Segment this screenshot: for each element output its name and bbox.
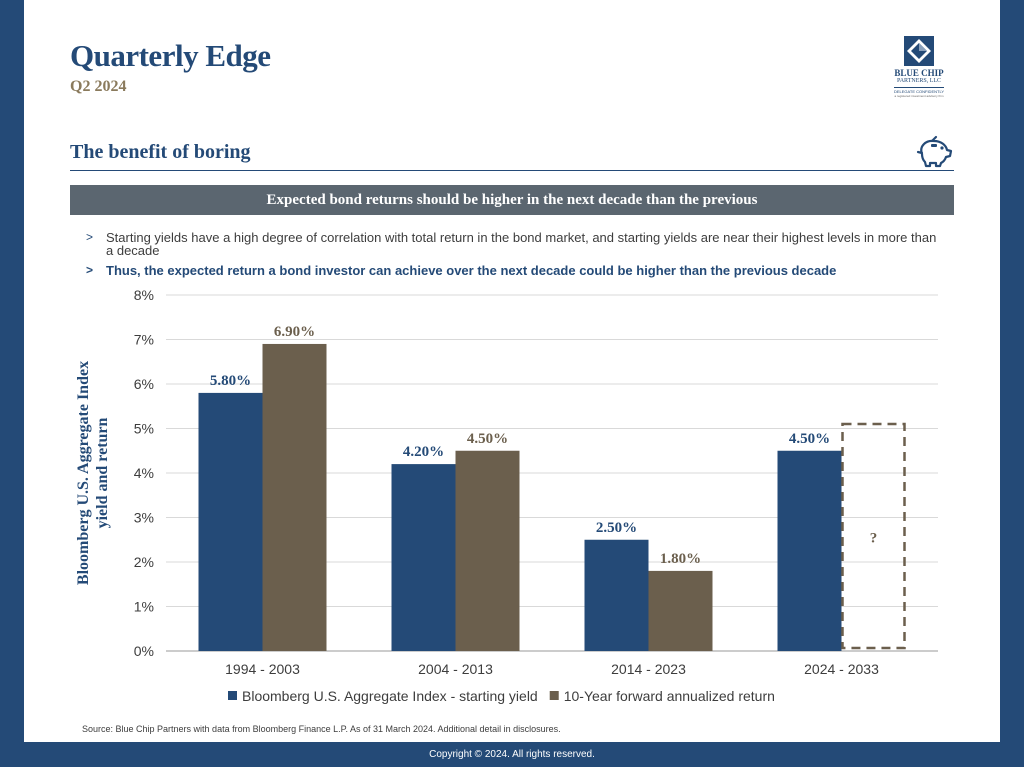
logo-mark-icon bbox=[904, 36, 934, 66]
data-label: 6.90% bbox=[274, 324, 315, 340]
y-tick-label: 4% bbox=[134, 465, 154, 481]
data-label: 4.50% bbox=[467, 431, 508, 447]
y-tick-label: 1% bbox=[134, 599, 154, 615]
chart-bar bbox=[455, 450, 520, 651]
section-title: The benefit of boring bbox=[70, 141, 251, 163]
x-tick-label: 2004 - 2013 bbox=[418, 661, 493, 677]
legend-swatch bbox=[549, 691, 559, 700]
logo-name-line1: BLUE CHIP bbox=[894, 68, 944, 78]
page-title: Quarterly Edge bbox=[70, 38, 271, 73]
bullet-text: Thus, the expected return a bond investo… bbox=[106, 263, 837, 278]
bullet-text: Starting yields have a high degree of co… bbox=[106, 230, 937, 258]
data-label: 4.20% bbox=[403, 444, 444, 460]
unknown-return-label: ? bbox=[870, 531, 878, 547]
y-tick-label: 7% bbox=[134, 332, 154, 348]
right-accent-bar bbox=[1000, 0, 1024, 767]
x-tick-label: 1994 - 2003 bbox=[225, 661, 300, 677]
headline-banner: Expected bond returns should be higher i… bbox=[70, 185, 954, 215]
y-tick-label: 8% bbox=[134, 287, 154, 303]
y-axis-label: Bloomberg U.S. Aggregate Index yield and … bbox=[75, 361, 111, 585]
bond-returns-bar-chart: 0% 1% 2% 3% 4% 5% 6% 7% 8% Bloomberg U.S. Aggrega… bbox=[75, 287, 938, 704]
chevron-right-icon: > bbox=[86, 230, 94, 244]
company-logo: BLUE CHIP PARTNERS, LLC DELEGATE CONFIDE… bbox=[884, 36, 954, 98]
logo-name-line2: PARTNERS, LLC bbox=[896, 78, 942, 84]
legend-swatch bbox=[228, 691, 237, 700]
data-label: 2.50% bbox=[596, 520, 637, 536]
x-tick-label: 2014 - 2023 bbox=[611, 661, 686, 677]
chart-bar bbox=[584, 539, 649, 651]
data-label: 4.50% bbox=[789, 431, 830, 447]
legend-label: 10-Year forward annualized return bbox=[564, 688, 775, 704]
source-note: Source: Blue Chip Partners with data fro… bbox=[82, 724, 561, 734]
unknown-return-placeholder bbox=[841, 422, 906, 650]
chart-bar bbox=[777, 450, 842, 651]
y-tick-label: 2% bbox=[134, 554, 154, 570]
chart-bar bbox=[648, 570, 713, 651]
bullet-list: > Starting yields have a high degree of … bbox=[86, 231, 946, 284]
logo-divider bbox=[894, 87, 944, 88]
logo-tagline: DELEGATE CONFIDENTLY bbox=[893, 89, 945, 94]
bullet-item: > Starting yields have a high degree of … bbox=[86, 230, 946, 258]
y-tick-label: 3% bbox=[134, 510, 154, 526]
logo-fine-print: a registered investment advisory firm bbox=[894, 94, 944, 98]
copyright-text: Copyright © 2024. All rights reserved. bbox=[429, 749, 595, 760]
y-tick-label: 6% bbox=[134, 376, 154, 392]
piggy-bank-icon bbox=[914, 134, 954, 168]
data-label: 1.80% bbox=[660, 551, 701, 567]
bullet-item: > Thus, the expected return a bond inves… bbox=[86, 263, 946, 278]
chevron-right-icon: > bbox=[86, 263, 94, 277]
left-accent-bar bbox=[0, 0, 24, 767]
chart-bar bbox=[262, 343, 327, 651]
page-subtitle: Q2 2024 bbox=[70, 78, 127, 95]
y-tick-label: 0% bbox=[134, 643, 154, 659]
section-divider bbox=[70, 170, 954, 171]
legend-label: Bloomberg U.S. Aggregate Index - startin… bbox=[242, 688, 538, 704]
chart-bar bbox=[391, 464, 456, 651]
y-tick-label: 5% bbox=[134, 421, 154, 437]
footer-band: Copyright © 2024. All rights reserved. bbox=[0, 742, 1024, 767]
y-axis-label-line: Bloomberg U.S. Aggregate Index bbox=[75, 361, 92, 585]
data-label: 5.80% bbox=[210, 373, 251, 389]
x-tick-label: 2024 - 2033 bbox=[804, 661, 879, 677]
y-axis-label-line: yield and return bbox=[94, 417, 111, 528]
chart-bar bbox=[198, 392, 263, 651]
